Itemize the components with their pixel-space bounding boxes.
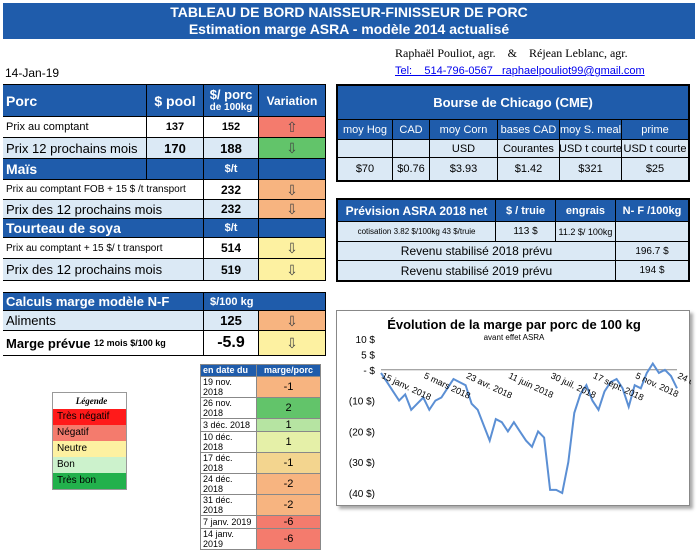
x-tick-label: 11 juin 2018 — [507, 371, 555, 401]
col-pool: $ pool — [147, 85, 204, 116]
margin-chart: Évolution de la marge par porc de 100 kg… — [336, 310, 698, 506]
chicago-title: Bourse de Chicago (CME) — [338, 86, 688, 120]
y-tick-label: 10 $ — [356, 335, 376, 346]
arrow-down-icon: ⇩ — [286, 181, 298, 198]
table-row: 10 déc. 2018 1 — [200, 430, 321, 453]
mais-header: Maïs $/t — [3, 159, 326, 180]
x-tick-label: 23 avr. 2018 — [465, 371, 514, 401]
arrow-up-icon: ⇧ — [286, 119, 298, 135]
title-line1: TABLEAU DE BORD NAISSEUR-FINISSEUR DE PO… — [170, 4, 528, 20]
porc-header: Porc $ pool $/ porc de 100kg Variation — [3, 84, 326, 117]
chart-title: Évolution de la marge par porc de 100 kg — [387, 317, 641, 332]
prevision-panel: Prévision ASRA 2018 net $ / truie engrais N… — [336, 198, 690, 282]
arrow-down-icon: ⇩ — [286, 261, 298, 278]
arrow-down-icon: ⇩ — [286, 335, 298, 351]
calc-row-marge: Marge prévue 12 mois $/100 kg -5.9 ⇩ — [3, 331, 326, 356]
dashboard-title: TABLEAU DE BORD NAISSEUR-FINISSEUR DE PO… — [3, 3, 695, 39]
y-tick-label: (20 $) — [349, 427, 375, 438]
arrow-down-icon: ⇩ — [286, 201, 298, 217]
arrow-down-icon: ⇩ — [286, 140, 298, 156]
series-line — [380, 361, 678, 495]
soya-header: Tourteau de soya $/t — [3, 219, 326, 238]
arrow-down-icon: ⇩ — [286, 312, 298, 329]
x-tick-label: 24 déc. 2018 — [676, 371, 691, 402]
porc-row-comptant: Prix au comptant 137 152 ⇧ — [3, 117, 326, 138]
table-row: 24 déc. 2018 -2 — [200, 472, 321, 495]
legend: Légende Très négatif Négatif Neutre Bon … — [52, 392, 127, 490]
table-row: 19 nov. 2018 -1 — [200, 375, 321, 398]
chicago-panel: Bourse de Chicago (CME) moy Hog CAD moy Co… — [336, 84, 690, 182]
mais-row-12mois: Prix des 12 prochains mois 232 ⇩ — [3, 200, 326, 219]
y-tick-label: (40 $) — [349, 489, 375, 500]
y-tick-label: 5 $ — [361, 350, 375, 361]
report-date: 14-Jan-19 — [5, 66, 60, 80]
marge-value: -5.9 — [204, 331, 259, 355]
soya-row-12mois: Prix des 12 prochains mois 519 ⇩ — [3, 259, 326, 281]
table-row: 14 janv. 2019 -6 — [200, 527, 321, 550]
porc-row-12mois: Prix 12 prochains mois 170 188 ⇩ — [3, 138, 326, 159]
history-table: en date du marge/porc 19 nov. 2018 -1 26 n… — [200, 364, 321, 550]
soya-row-comptant: Prix au comptant + 15 $/ t transport 514… — [3, 238, 326, 259]
y-tick-label: (30 $) — [349, 458, 375, 469]
legend-title: Légende — [75, 396, 108, 406]
x-tick-label: 30 juil. 2018 — [549, 371, 597, 401]
table-row: 17 déc. 2018 -1 — [200, 451, 321, 474]
table-row: 3 déc. 2018 1 — [200, 417, 321, 432]
arrow-down-icon: ⇩ — [286, 240, 298, 256]
mais-row-comptant: Prix au comptant FOB + 15 $ /t transport… — [3, 180, 326, 200]
title-line2: Estimation marge ASRA - modèle 2014 actu… — [188, 21, 510, 37]
calc-header: Calculs marge modèle N-F $/100 kg — [3, 292, 326, 311]
col-variation: Variation — [259, 85, 326, 116]
col-porc: $/ porc de 100kg — [204, 85, 259, 116]
porc-title: Porc — [3, 85, 147, 116]
authors: Raphaël Pouliot, agr. & Réjean Leblanc, … — [395, 46, 628, 60]
table-row: 7 janv. 2019 -6 — [200, 514, 321, 529]
chart-subtitle: avant effet ASRA — [484, 333, 545, 342]
table-row: 31 déc. 2018 -2 — [200, 493, 321, 516]
contact-link[interactable]: Tel: 514-796-0567 raphaelpouliot99@gmail… — [395, 65, 645, 77]
calc-row-aliments: Aliments 125 ⇩ — [3, 311, 326, 331]
table-row: 26 nov. 2018 2 — [200, 396, 321, 419]
margin-chart-svg: Évolution de la marge par porc de 100 kg… — [349, 317, 698, 500]
y-tick-label: (10 $) — [349, 397, 375, 408]
y-tick-label: - $ — [363, 366, 375, 377]
